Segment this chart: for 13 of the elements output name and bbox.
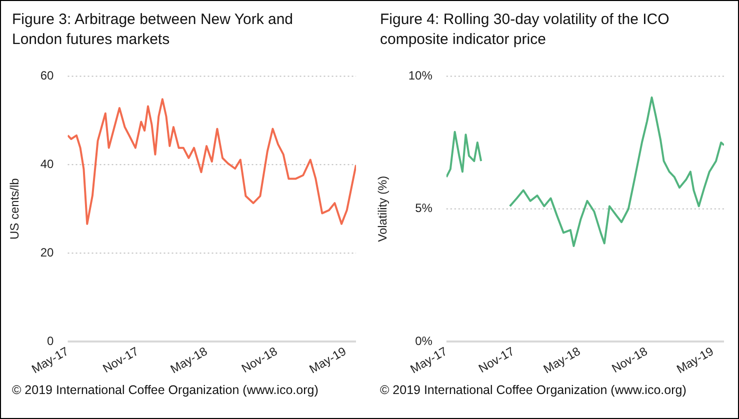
y-tick-label: 20 (40, 245, 54, 260)
y-tick-label: 0 (47, 334, 54, 348)
y-axis-title: Volatility (%) (376, 176, 390, 242)
y-tick-label: 60 (40, 68, 54, 83)
y-tick-label: 40 (40, 156, 54, 171)
y-tick-label: 0% (415, 334, 433, 348)
chart-title: Figure 3: Arbitrage between New York and London futures markets (12, 10, 294, 50)
y-tick-label: 5% (415, 201, 433, 216)
chart-title: Figure 4: Rolling 30-day volatility of the ICO composite indicator price (380, 10, 670, 50)
y-tick-label: 10% (408, 68, 433, 83)
y-axis-title: US cents/lb (8, 178, 22, 240)
text: © 2019 International Coffee Organization (www.ico.org) (12, 383, 318, 397)
text: © 2019 International Coffee Organization (www.ico.org) (380, 383, 686, 397)
